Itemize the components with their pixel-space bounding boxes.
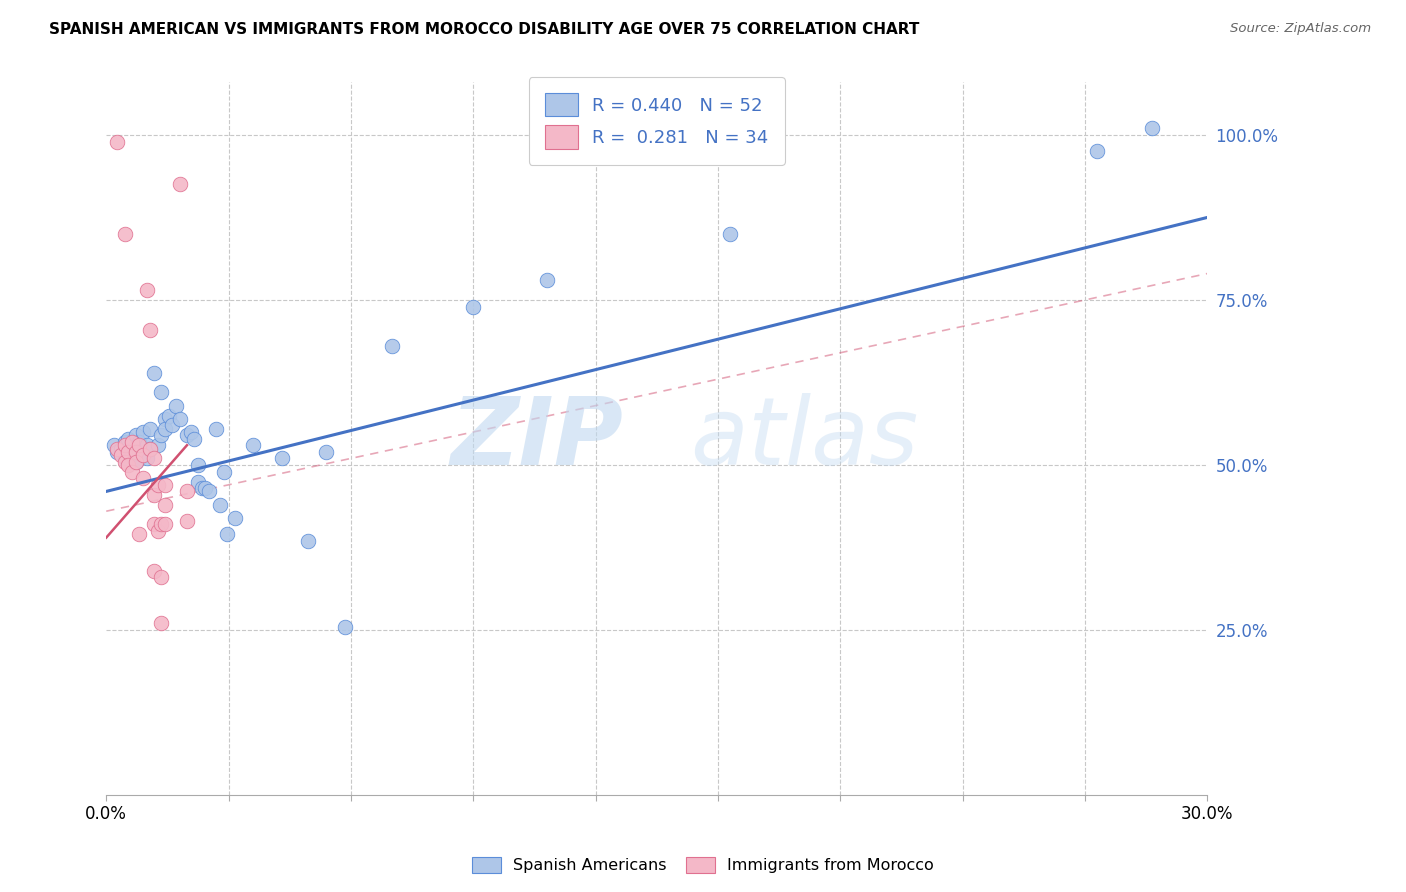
Point [333,620,356,634]
Point [150,428,173,442]
Point [205,422,228,436]
Point [124,445,146,459]
Point [183,432,205,446]
Point [110,448,132,462]
Point [150,570,173,584]
Point [135,283,157,297]
Point [1140,121,1163,136]
Text: Source: ZipAtlas.com: Source: ZipAtlas.com [1230,22,1371,36]
Point [187,458,209,472]
Point [187,475,209,489]
Legend: Spanish Americans, Immigrants from Morocco: Spanish Americans, Immigrants from Moroc… [465,850,941,880]
Point [194,481,217,495]
Point [114,451,136,466]
Point [128,434,150,449]
Point [117,445,139,459]
Point [110,442,132,456]
Point [718,227,741,241]
Point [463,300,485,314]
Point [142,451,165,466]
Point [132,425,155,439]
Point [150,616,173,631]
Point [146,438,169,452]
Point [208,498,231,512]
Point [103,438,125,452]
Point [536,273,558,287]
Point [139,442,162,456]
Point [132,448,155,462]
Point [217,527,239,541]
Point [169,178,191,192]
Point [153,498,176,512]
Point [142,517,165,532]
Point [153,422,176,436]
Point [121,465,143,479]
Point [105,445,128,459]
Point [169,412,191,426]
Legend: R = 0.440   N = 52, R =  0.281   N = 34: R = 0.440 N = 52, R = 0.281 N = 34 [529,77,785,165]
Point [114,434,136,449]
Point [190,481,212,495]
Point [121,442,143,456]
Point [142,564,165,578]
Point [142,488,165,502]
Point [117,458,139,472]
Point [297,533,319,548]
Point [162,418,184,433]
Point [271,451,294,466]
Point [176,428,198,442]
Point [146,524,169,538]
Point [139,422,162,436]
Point [128,438,150,452]
Point [139,323,162,337]
Point [105,135,128,149]
Point [114,455,136,469]
Point [153,478,176,492]
Point [146,478,169,492]
Point [124,455,146,469]
Point [135,438,157,452]
Point [157,409,180,423]
Point [315,445,337,459]
Point [114,438,136,452]
Point [142,366,165,380]
Point [165,399,187,413]
Point [224,511,246,525]
Point [176,514,198,528]
Point [153,517,176,532]
Point [153,412,176,426]
Point [124,455,146,469]
Point [180,425,202,439]
Point [121,434,143,449]
Point [212,465,235,479]
Point [198,484,221,499]
Point [150,385,173,400]
Text: ZIP: ZIP [451,392,624,484]
Point [1085,145,1108,159]
Point [117,432,139,446]
Point [132,471,155,485]
Point [128,527,150,541]
Text: atlas: atlas [690,393,918,484]
Point [124,428,146,442]
Point [176,484,198,499]
Point [128,445,150,459]
Point [121,448,143,462]
Point [242,438,264,452]
Point [135,451,157,466]
Point [132,448,155,462]
Point [105,442,128,456]
Point [381,339,404,353]
Point [114,227,136,241]
Text: SPANISH AMERICAN VS IMMIGRANTS FROM MOROCCO DISABILITY AGE OVER 75 CORRELATION C: SPANISH AMERICAN VS IMMIGRANTS FROM MORO… [49,22,920,37]
Point [150,517,173,532]
Point [139,442,162,456]
